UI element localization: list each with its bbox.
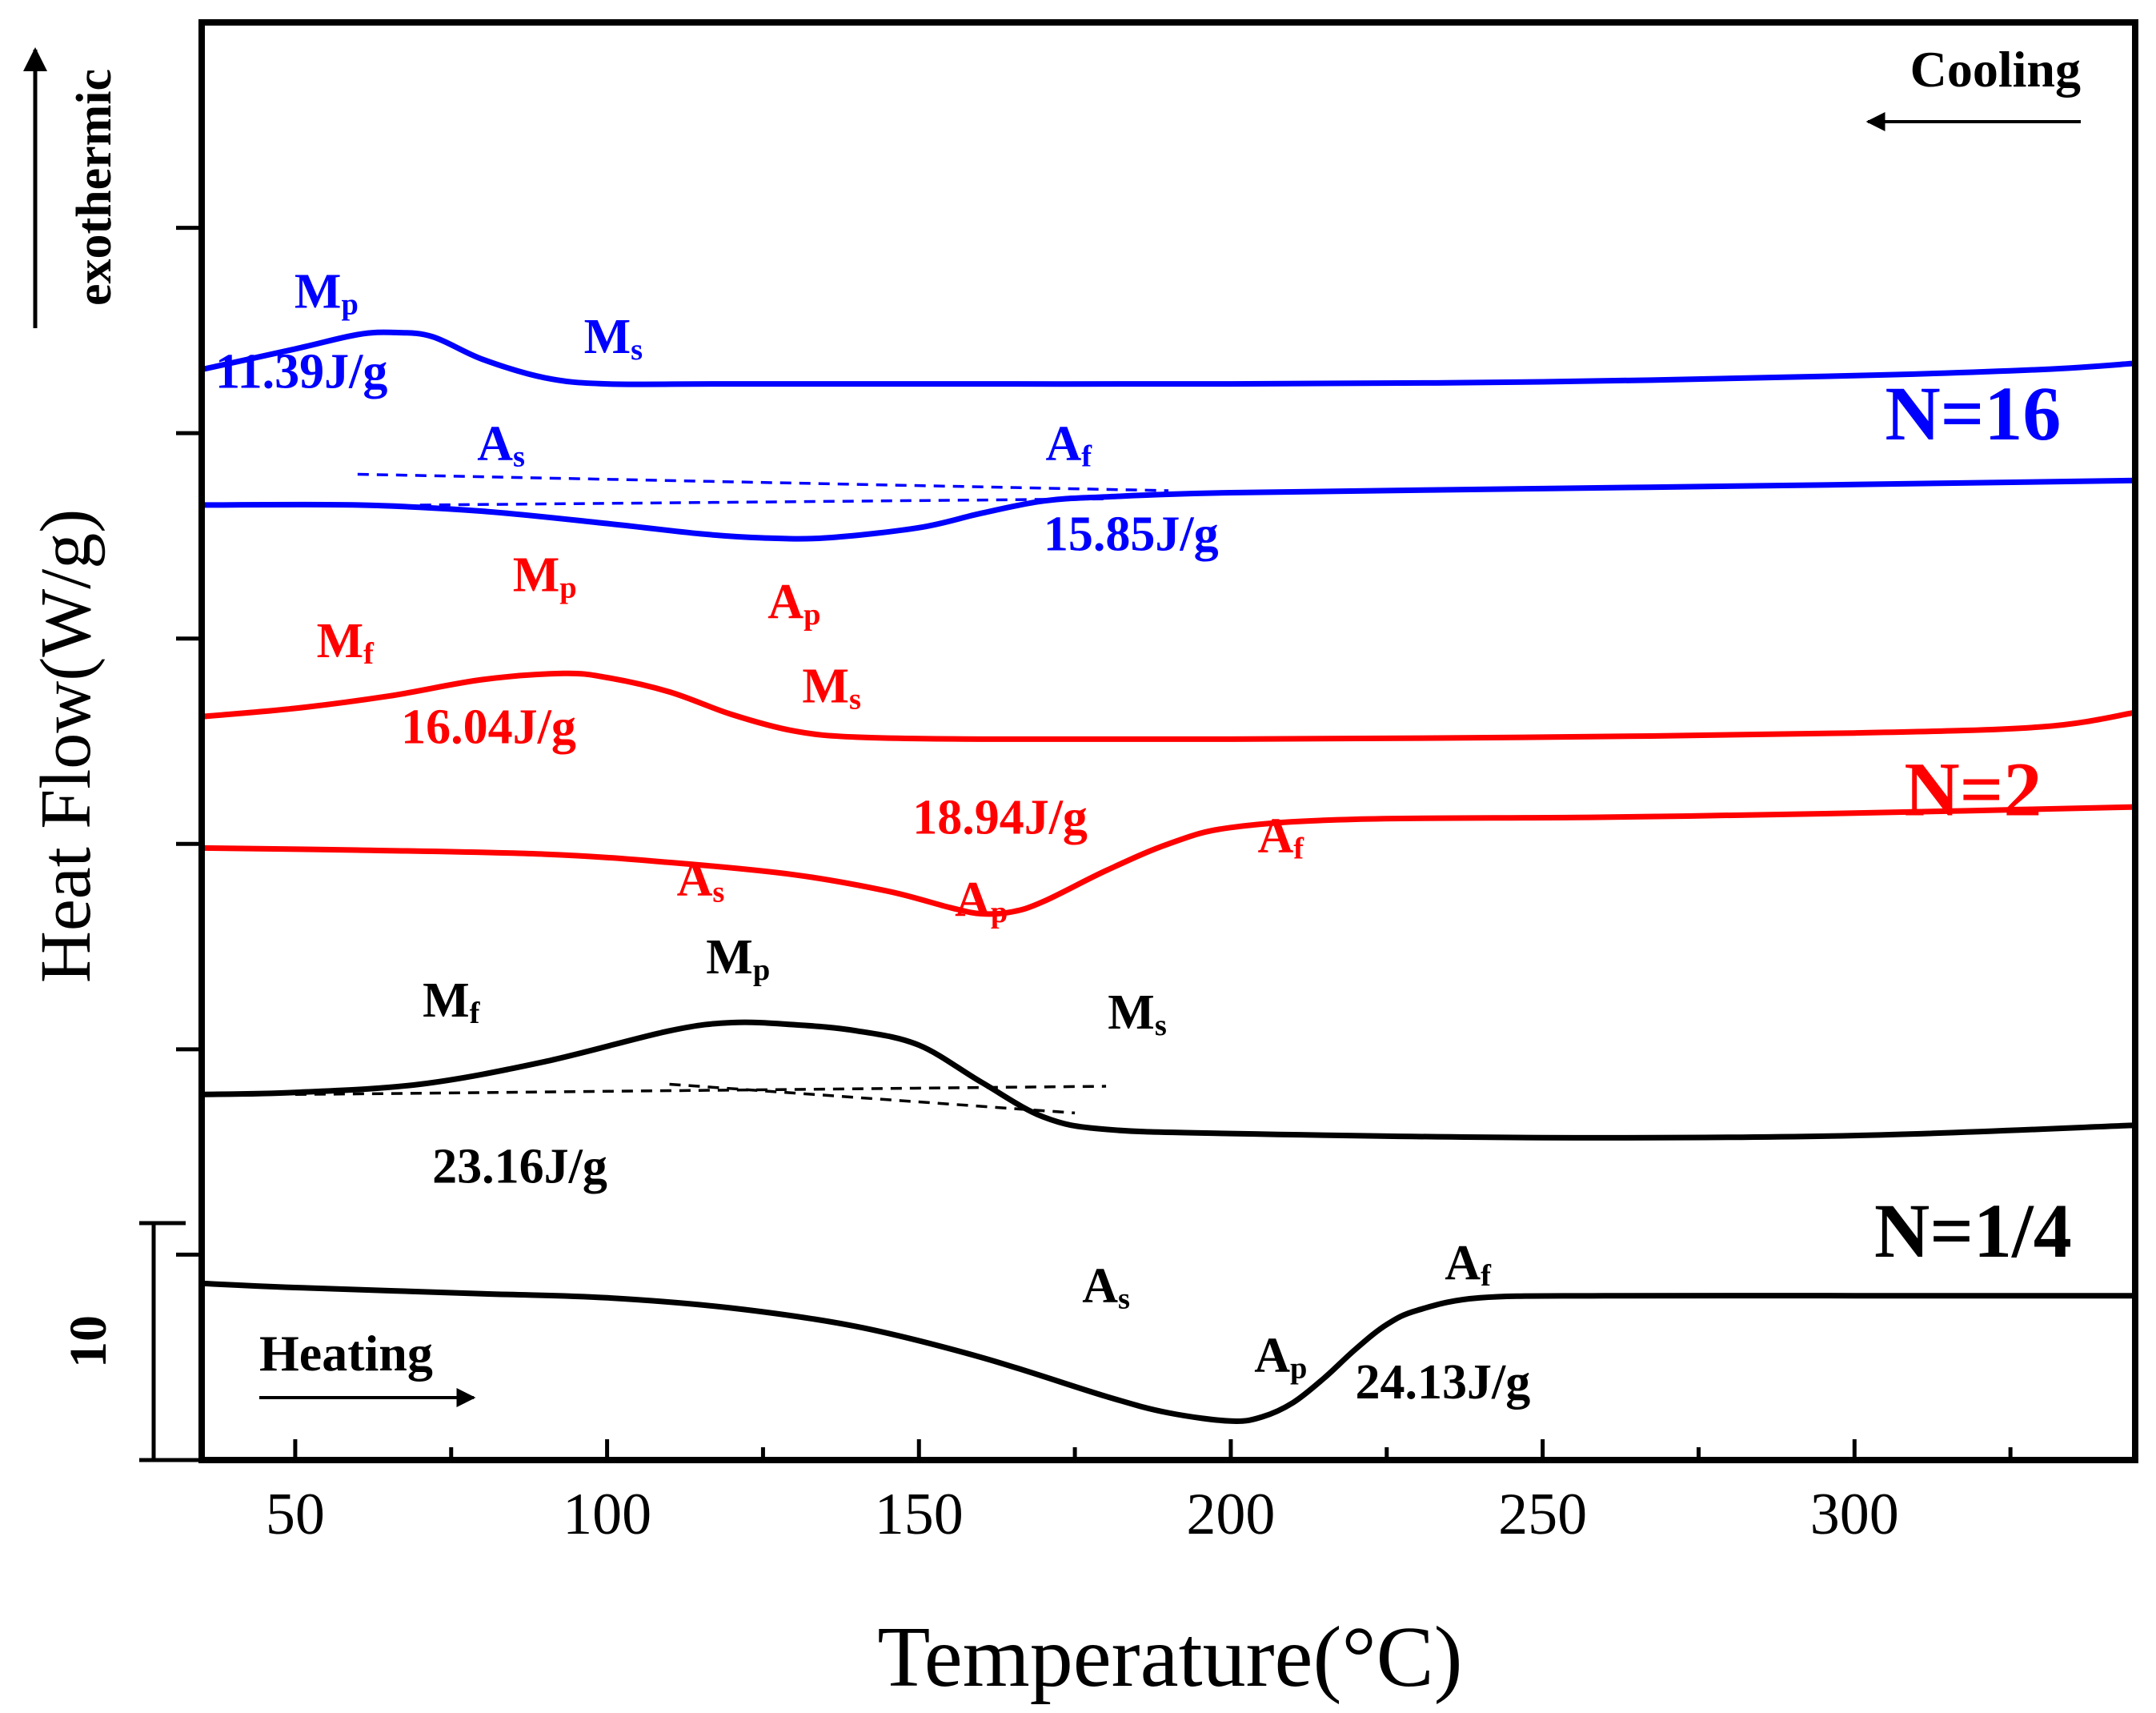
scale-bar-label: 10 [59, 1315, 118, 1368]
transformation-label-as: As [477, 416, 525, 473]
transformation-label-af: Af [1257, 809, 1304, 866]
tangent-line-2 [419, 497, 1107, 507]
x-tick-label: 50 [266, 1482, 325, 1547]
tangent-line-1 [357, 472, 1169, 492]
series-line-n-16-cooling [198, 329, 2138, 387]
cooling-label: Cooling [1910, 41, 2081, 98]
enthalpy-label: 15.85J/g [1044, 507, 1219, 561]
x-axis-label: Temperature(°C) [877, 1610, 1462, 1705]
enthalpy-label: 16.04J/g [401, 700, 576, 755]
series-label-n-1-4: N=1/4 [1874, 1188, 2072, 1274]
transformation-label-mp: Mp [295, 265, 359, 322]
enthalpy-label: 18.94J/g [912, 790, 1088, 844]
transformation-label-as: As [677, 852, 725, 909]
y-axis-label: Heat Flow(W/g) [26, 509, 106, 983]
transformation-label-af: Af [1445, 1236, 1492, 1293]
x-axis-ticks: 50 100 150 200 250 300 [266, 1439, 2013, 1547]
transformation-label-ap: Ap [1254, 1329, 1307, 1386]
exothermic-indicator: exothermic [23, 47, 122, 328]
x-tick-label: 150 [875, 1482, 964, 1547]
heating-indicator: Heating [259, 1325, 476, 1407]
transformation-label-ms: Ms [584, 310, 643, 367]
x-tick-label: 200 [1186, 1482, 1275, 1547]
series-line-n-2-heating [198, 804, 2138, 917]
enthalpy-label: 23.16J/g [432, 1140, 607, 1194]
scale-bar: 10 [59, 1221, 186, 1462]
series-layer [198, 329, 2138, 1424]
transformation-label-ap: Ap [955, 873, 1008, 929]
transformation-label-ap: Ap [767, 575, 820, 632]
series-line-n-16-heating [198, 477, 2138, 542]
annotation-layer: Mp Ms 11.39J/g N=16 As Af 15.85J/g Mp Ap Mf Ms 16.0… [215, 265, 2072, 1410]
transformation-label-mf: Mf [423, 973, 481, 1030]
x-tick-label: 300 [1810, 1482, 1899, 1547]
guide-layer [295, 472, 1169, 1115]
cooling-indicator: Cooling [1865, 41, 2081, 131]
series-line-n-2-cooling [198, 670, 2138, 743]
exothermic-label: exothermic [67, 69, 122, 306]
transformation-label-ms: Ms [802, 659, 861, 716]
series-line-n-1-4-cooling [198, 1019, 2138, 1141]
transformation-label-as: As [1082, 1258, 1130, 1315]
heating-label: Heating [259, 1325, 433, 1382]
transformation-label-mf: Mf [317, 614, 375, 671]
transformation-label-mp: Mp [513, 548, 577, 605]
x-tick-label: 250 [1498, 1482, 1587, 1547]
transformation-label-ms: Ms [1108, 985, 1167, 1042]
enthalpy-label: 11.39J/g [215, 345, 387, 399]
series-line-n-1-4-heating [198, 1280, 2138, 1424]
enthalpy-label: 24.13J/g [1356, 1355, 1531, 1410]
transformation-label-mp: Mp [706, 930, 770, 987]
tangent-line-4 [669, 1082, 1076, 1115]
series-label-n-16: N=16 [1885, 371, 2061, 456]
tangent-line-3 [295, 1085, 1107, 1097]
x-tick-label: 100 [563, 1482, 651, 1547]
plot-frame [198, 19, 2138, 1463]
y-axis-ticks [176, 226, 202, 1462]
series-label-n-2: N=2 [1904, 746, 2042, 832]
transformation-label-af: Af [1046, 416, 1093, 473]
